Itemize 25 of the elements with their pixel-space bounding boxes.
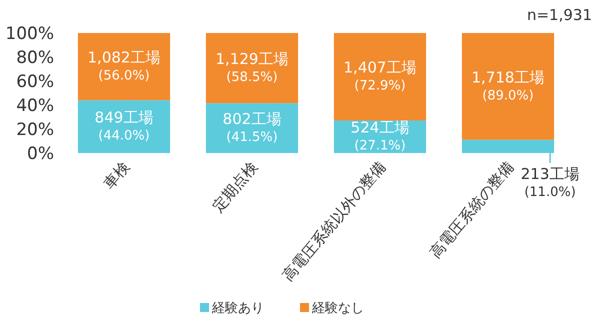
x-tick-label: 車検: [100, 158, 134, 193]
y-tick-label: 40%: [16, 96, 54, 116]
y-tick-label: 20%: [16, 120, 54, 140]
y-tick-label: 60%: [16, 72, 54, 92]
x-tick-label: 高電圧系統の整備: [426, 158, 518, 262]
bar: [462, 33, 554, 140]
data-label: 802工場 (41.5%): [222, 110, 282, 146]
legend-label: 経験あり: [211, 301, 264, 316]
bar: [206, 33, 298, 104]
bar: [78, 33, 170, 100]
legend-label: 経験なし: [311, 301, 364, 316]
y-tick-label: 80%: [16, 48, 54, 68]
data-label: 1,129工場 (58.5%): [216, 50, 288, 86]
y-tick-label: 0%: [27, 144, 54, 164]
data-label: 849工場 (44.0%): [94, 108, 154, 144]
data-label: 1,718工場 (89.0%): [472, 68, 544, 104]
data-label: 1,407工場 (72.9%): [344, 58, 416, 94]
y-tick-label: 100%: [5, 24, 54, 44]
text: n=1,931: [526, 6, 592, 24]
data-label: 213工場 (11.0%): [520, 165, 580, 200]
x-tick-label: 定期点検: [208, 158, 262, 216]
data-label: 524工場 (27.1%): [350, 118, 410, 154]
x-tick-label: 高電圧系統以外の整備: [278, 158, 390, 284]
data-label: 1,082工場 (56.0%): [88, 48, 160, 84]
bar: [334, 33, 426, 120]
